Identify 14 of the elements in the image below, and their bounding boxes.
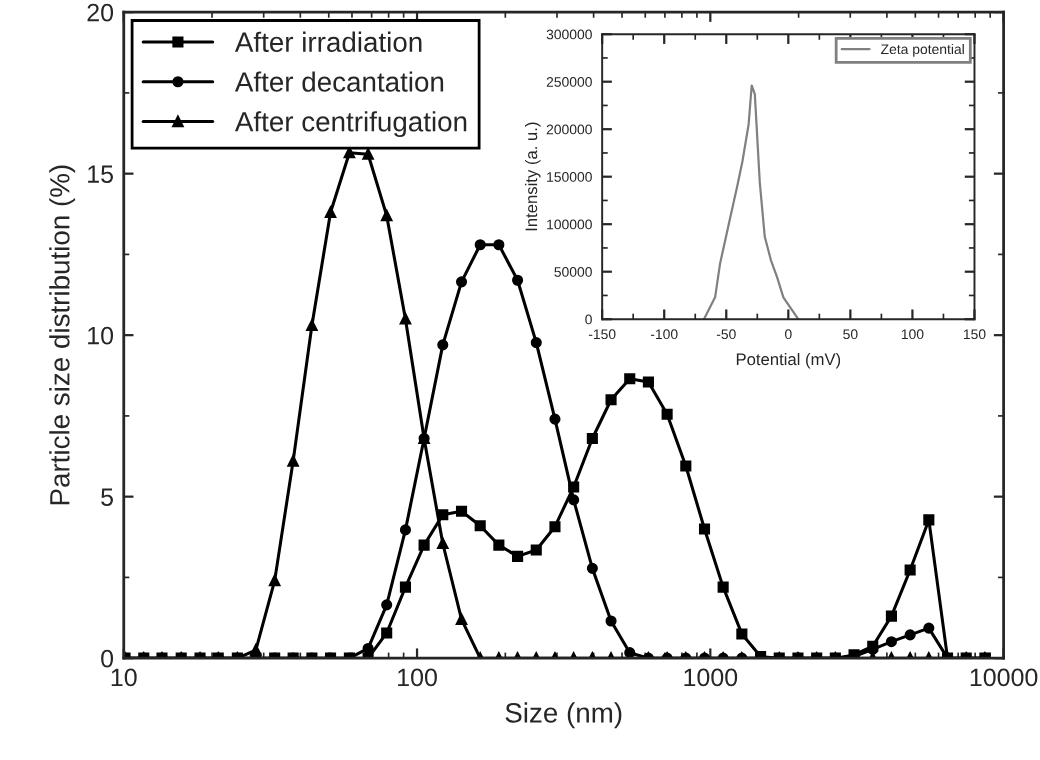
legend-label: After decantation: [234, 71, 444, 92]
y-tick-label: 0: [101, 649, 114, 668]
y-axis-title: Intensity (a. u.): [525, 122, 541, 231]
x-tick-label: 100: [398, 668, 437, 687]
x-tick-label: 10000: [970, 668, 1038, 687]
y-axis-title: Particle size distribution (%): [49, 165, 76, 505]
y-tick-label: 15: [88, 165, 113, 183]
y-tick-label: 5: [101, 488, 113, 506]
x-tick-label: 1000: [684, 668, 738, 687]
y-tick-label: 20: [87, 3, 114, 22]
legend-label: After irradiation: [234, 31, 422, 53]
x-axis-title: Potential (mV): [736, 352, 841, 369]
x-axis-title: Size (nm): [505, 702, 622, 729]
legend-label: After centrifugation: [234, 111, 467, 138]
